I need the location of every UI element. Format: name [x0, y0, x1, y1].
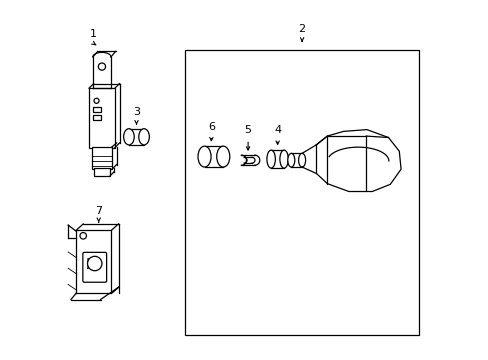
Ellipse shape	[123, 129, 134, 145]
FancyBboxPatch shape	[82, 252, 106, 282]
FancyBboxPatch shape	[89, 88, 115, 148]
FancyBboxPatch shape	[94, 168, 109, 176]
Text: 7: 7	[95, 206, 102, 216]
Ellipse shape	[266, 150, 275, 168]
Text: 2: 2	[298, 24, 305, 34]
Ellipse shape	[287, 153, 294, 167]
Circle shape	[94, 98, 99, 103]
FancyBboxPatch shape	[92, 107, 101, 112]
Ellipse shape	[139, 129, 149, 145]
Text: 4: 4	[273, 125, 281, 135]
Circle shape	[80, 233, 86, 239]
FancyBboxPatch shape	[92, 115, 101, 120]
Ellipse shape	[298, 153, 305, 167]
Ellipse shape	[198, 146, 211, 167]
Circle shape	[87, 256, 102, 271]
Text: 6: 6	[207, 122, 214, 132]
FancyBboxPatch shape	[185, 50, 418, 335]
FancyBboxPatch shape	[91, 147, 112, 169]
Ellipse shape	[279, 150, 288, 168]
Text: 3: 3	[133, 107, 140, 117]
Circle shape	[98, 63, 105, 70]
Text: 1: 1	[90, 29, 97, 39]
Ellipse shape	[216, 146, 229, 167]
Text: 5: 5	[244, 125, 251, 135]
